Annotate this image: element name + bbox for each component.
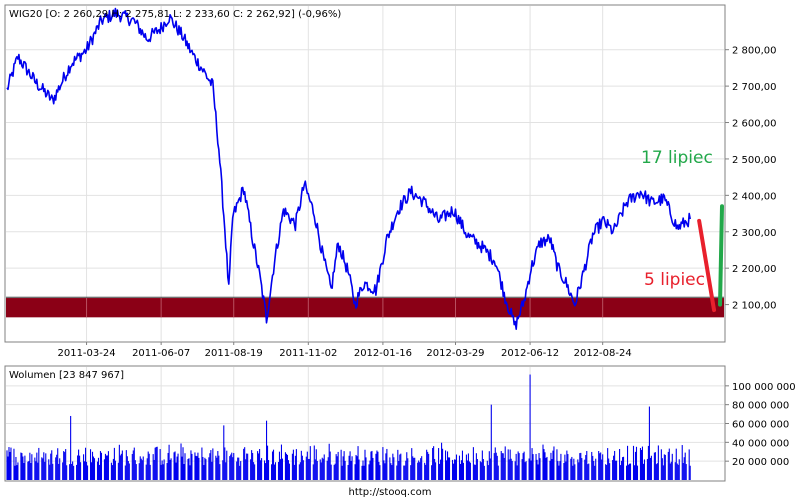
volume-y-axis: 20 000 000 40 000 000 60 000 000 80 000 000… [725,382,796,468]
volume-series [6,374,691,480]
support-band [6,298,724,318]
volume-y-tick-label: 60 000 000 [732,420,789,431]
x-tick-label: 2011-03-24 [57,348,115,359]
price-legend: WIG20 [O: 2 260,29 H: 2 275,81 L: 2 233,… [9,9,341,20]
price-y-tick-label: 2 800,00 [732,46,777,57]
price-y-tick-label: 2 100,00 [732,301,777,312]
x-tick-label: 2012-06-12 [501,348,559,359]
annotation-label: 17 lipiec [641,148,713,168]
volume-y-tick-label: 80 000 000 [732,401,789,412]
annotation-arrow [697,218,717,313]
annotation-label: 5 lipiec [644,270,705,290]
price-plot-frame [4,4,726,343]
date-axis: 2011-03-24 2011-06-07 2011-08-19 2011-11-02… [57,342,632,359]
price-panel: 17 lipiec 5 lipiec 2 100,00 2 200,00 2 300,… [4,4,777,343]
x-tick-label: 2012-08-24 [574,348,632,359]
annotation-arrow [718,204,725,307]
x-tick-label: 2011-06-07 [132,348,190,359]
price-grid [6,6,724,341]
price-y-tick-label: 2 700,00 [732,82,777,93]
annotations: 17 lipiec 5 lipiec [641,148,725,313]
volume-panel: 20 000 000 40 000 000 60 000 000 80 000 000… [4,365,796,482]
volume-legend: Wolumen [23 847 967] [9,370,124,381]
x-tick-label: 2012-03-29 [426,348,484,359]
volume-y-tick-label: 100 000 000 [732,382,796,393]
volume-y-tick-label: 20 000 000 [732,457,789,468]
volume-y-tick-label: 40 000 000 [732,438,789,449]
price-y-tick-label: 2 500,00 [732,155,777,166]
x-tick-label: 2011-08-19 [205,348,263,359]
price-series [6,7,691,331]
footer-url: http://stooq.com [349,487,432,498]
support-zone [6,296,724,318]
price-y-tick-label: 2 600,00 [732,119,777,130]
price-y-axis: 2 100,00 2 200,00 2 300,00 2 400,00 2 500,00… [725,46,777,312]
price-line [6,7,691,331]
price-y-tick-label: 2 200,00 [732,264,777,275]
price-y-tick-label: 2 300,00 [732,228,777,239]
x-tick-label: 2011-11-02 [279,348,337,359]
price-y-tick-label: 2 400,00 [732,191,777,202]
x-tick-label: 2012-01-16 [354,348,412,359]
